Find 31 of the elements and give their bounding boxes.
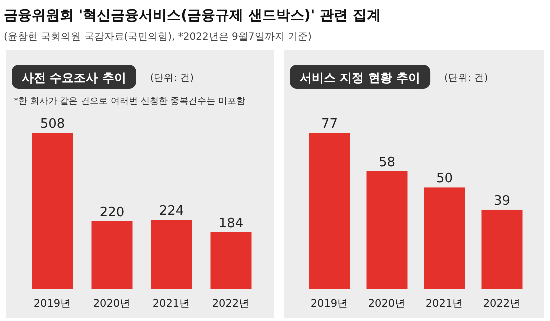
data-label: 224: [159, 204, 184, 220]
data-label: 184: [218, 216, 244, 232]
chart-subtitle: (단위: 건): [444, 73, 488, 84]
chart-title: 서비스 지정 현황 추이: [300, 71, 421, 85]
bar: [32, 133, 74, 289]
data-label: 220: [100, 205, 125, 220]
bar: [366, 171, 408, 289]
bar: [210, 232, 252, 289]
chart-subtitle: (단위: 건): [150, 73, 194, 84]
x-tick-label: 2022년: [212, 298, 250, 310]
bar: [309, 133, 350, 289]
x-tick-label: 2021년: [152, 298, 191, 310]
chart-title: 사전 수요조사 추이: [22, 71, 126, 85]
text: (윤창현 국회의원 국감자료(국민의힘), *2022년은 9월7일까지 기준): [4, 32, 312, 43]
x-tick-label: 2019년: [34, 298, 72, 310]
x-tick-label: 2020년: [368, 298, 406, 310]
data-label: 50: [436, 172, 454, 187]
x-tick-label: 2022년: [483, 298, 522, 310]
text: 금융위원회 '혁신금융서비스(금융규제 샌드박스)' 관련 집계: [4, 8, 381, 24]
x-tick-label: 2019년: [310, 298, 349, 310]
bar: [482, 210, 523, 289]
data-label: 77: [321, 117, 338, 132]
text: *한 회사가 같은 건으로 여러번 신청한 중복건수는 미포함: [14, 97, 246, 107]
x-tick-label: 2021년: [426, 298, 464, 310]
bar: [424, 188, 466, 289]
bar: [151, 220, 192, 289]
bar: [92, 221, 133, 289]
x-tick-label: 2020년: [93, 298, 132, 310]
data-label: 58: [378, 155, 396, 170]
data-label: 508: [40, 117, 66, 132]
data-label: 39: [494, 194, 511, 209]
